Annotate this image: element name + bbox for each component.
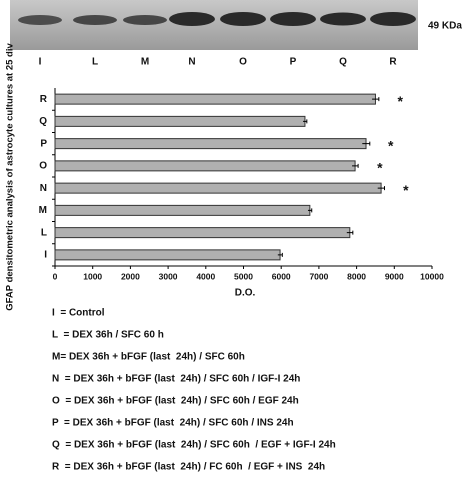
- significance-mark: *: [397, 93, 403, 109]
- x-tick-label: 5000: [234, 271, 253, 281]
- lane-label: Q: [339, 57, 347, 68]
- significance-mark: *: [388, 137, 394, 153]
- x-tick-label: 6000: [272, 271, 291, 281]
- bar: [54, 227, 351, 239]
- x-tick-label: 1000: [83, 271, 102, 281]
- y-tick-label: P: [40, 138, 47, 149]
- y-tick-label: N: [40, 183, 47, 194]
- bar: [54, 160, 356, 172]
- key-item: P = DEX 36h + bFGF (last 24h) / SFC 60h …: [52, 418, 294, 429]
- key-item: M= DEX 36h + bFGF (last 24h) / SFC 60h: [52, 352, 245, 363]
- lane-label: M: [141, 57, 149, 68]
- key-item: I = Control: [52, 308, 105, 319]
- y-tick-label: M: [39, 205, 47, 216]
- x-tick-label: 9000: [385, 271, 404, 281]
- x-tick-label: 7000: [309, 271, 328, 281]
- bar: [54, 249, 281, 261]
- y-tick-label: Q: [39, 116, 47, 127]
- bar: [54, 115, 306, 127]
- key-item: N = DEX 36h + bFGF (last 24h) / SFC 60h …: [52, 374, 300, 385]
- key-item: O = DEX 36h + bFGF (last 24h) / SFC 60h …: [52, 396, 299, 407]
- bar: [54, 93, 376, 105]
- key-item: Q = DEX 36h + bFGF (last 24h) / SFC 60h …: [52, 440, 336, 451]
- lane-label: P: [290, 57, 297, 68]
- key-item: R = DEX 36h + bFGF (last 24h) / FC 60h /…: [52, 462, 325, 473]
- y-tick-label: I: [44, 250, 47, 261]
- blot-size-label: 49 KDa: [428, 21, 462, 32]
- bar: [54, 138, 367, 150]
- x-tick-label: 3000: [159, 271, 178, 281]
- x-tick-label: 2000: [121, 271, 140, 281]
- y-tick-label: O: [39, 161, 47, 172]
- significance-mark: *: [377, 160, 383, 176]
- lane-label: L: [92, 57, 98, 68]
- bar: [54, 182, 382, 194]
- x-tick-label: 0: [53, 271, 58, 281]
- y-tick-label: R: [40, 94, 48, 105]
- lane-label: O: [239, 57, 247, 68]
- lane-label: R: [389, 57, 397, 68]
- lane-label: N: [188, 57, 195, 68]
- x-axis-label: D.O.: [235, 288, 256, 299]
- blot-image: [10, 0, 418, 50]
- x-tick-label: 10000: [420, 271, 444, 281]
- x-tick-label: 4000: [196, 271, 215, 281]
- y-axis-label: GFAP densitometric analysis of astrocyte…: [5, 43, 16, 311]
- key-item: L = DEX 36h / SFC 60 h: [52, 330, 164, 341]
- lane-label: I: [39, 57, 42, 68]
- bar: [54, 204, 311, 216]
- x-tick-label: 8000: [347, 271, 366, 281]
- blot-bands: [18, 12, 416, 26]
- significance-mark: *: [403, 182, 409, 198]
- y-tick-label: L: [41, 227, 47, 238]
